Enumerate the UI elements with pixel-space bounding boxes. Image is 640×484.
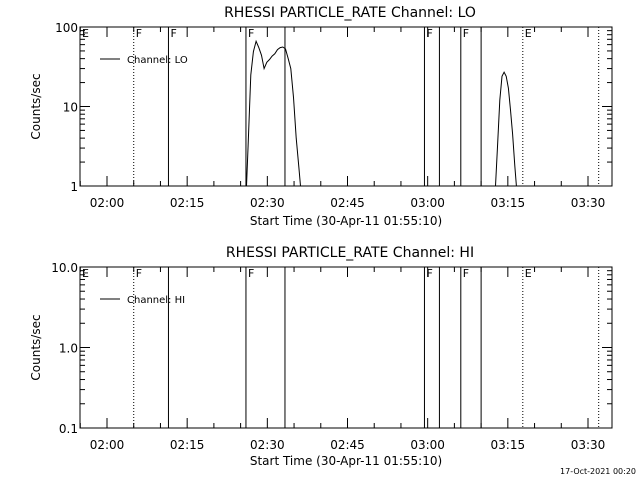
y-tick-label: 0.1 [59,422,78,436]
event-flag-label: F [248,27,254,40]
event-flag-label: F [170,27,176,40]
y-tick-label: 100 [55,21,78,35]
y-axis-label: Counts/sec [29,73,43,139]
x-axis-label: Start Time (30-Apr-11 01:55:10) [250,454,442,468]
x-tick-label: 03:15 [491,196,526,210]
x-axis-label: Start Time (30-Apr-11 01:55:10) [250,214,442,228]
x-tick-label: 03:00 [410,438,445,452]
x-tick-label: 03:00 [410,196,445,210]
legend-label: Channel: LO [127,55,188,66]
timestamp-label: 17-Oct-2021 00:20 [560,467,636,476]
event-flag-label: E [82,27,89,40]
y-tick-label: 10 [63,101,78,115]
x-tick-label: 02:00 [90,196,125,210]
event-flag-label: E [525,27,532,40]
plot-frame [79,266,613,429]
chart-title: RHESSI PARTICLE_RATE Channel: HI [226,245,474,261]
x-tick-label: 03:15 [491,438,526,452]
chart-title: RHESSI PARTICLE_RATE Channel: LO [224,5,476,21]
x-tick-label: 03:30 [571,196,606,210]
event-flag-label: F [136,27,142,40]
x-tick-label: 02:15 [170,438,205,452]
x-tick-label: 02:00 [90,438,125,452]
event-flag-label: F [248,267,254,280]
y-tick-label: 1.0 [59,342,78,356]
x-tick-label: 03:30 [571,438,606,452]
event-flag-label: F [136,267,142,280]
legend-label: Channel: HI [127,295,185,306]
event-flag-label: E [82,267,89,280]
event-flag-label: F [426,267,432,280]
event-flag-label: F [463,27,469,40]
event-flag-label: F [463,267,469,280]
y-tick-label: 10.0 [51,261,78,275]
x-tick-label: 02:15 [170,196,205,210]
y-axis-label: Counts/sec [29,314,43,380]
y-tick-label: 1 [70,180,78,194]
x-tick-label: 02:30 [250,438,285,452]
x-tick-label: 02:45 [330,196,365,210]
series-line [495,71,517,187]
x-tick-label: 02:30 [250,196,285,210]
series-line [246,39,301,187]
plot-frame [79,26,613,187]
x-tick-label: 02:45 [330,438,365,452]
event-flag-label: E [525,267,532,280]
event-flag-label: F [426,27,432,40]
